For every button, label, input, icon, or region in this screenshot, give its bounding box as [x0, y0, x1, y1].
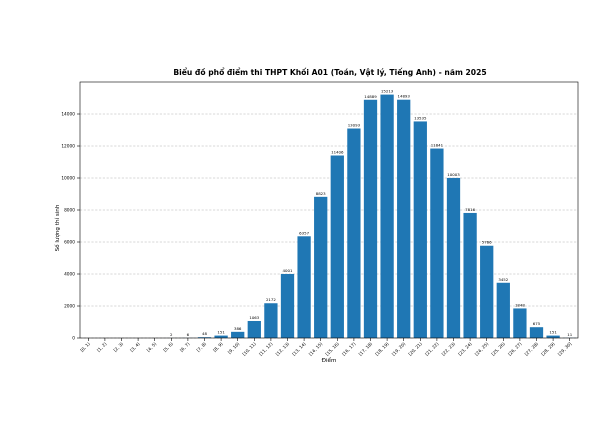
- bar-value-label: 11406: [331, 150, 344, 155]
- bar-value-label: 1848: [515, 302, 525, 307]
- y-tick-label: 10000: [61, 176, 75, 182]
- x-tick-label: [20, 21): [407, 341, 424, 358]
- bar-value-label: 8823: [316, 191, 326, 196]
- bar-value-label: 151: [217, 330, 225, 335]
- bar: [480, 245, 494, 338]
- bar: [430, 148, 444, 338]
- chart-title: Biểu đồ phổ điểm thi THPT Khối A01 (Toán…: [173, 68, 486, 77]
- bar: [529, 327, 544, 338]
- y-tick-label: 12000: [61, 144, 75, 150]
- x-tick-label: [12, 13): [275, 341, 292, 358]
- x-tick-label: [15, 16): [324, 341, 341, 358]
- bar-value-label: 10003: [447, 172, 460, 177]
- x-tick-label: [25, 26): [490, 341, 507, 358]
- x-tick-label: [27, 28): [524, 341, 541, 358]
- bar-value-label: 4001: [283, 268, 293, 273]
- x-tick-label: [14, 15): [308, 341, 325, 358]
- bar-value-label: 1063: [249, 315, 259, 320]
- bar: [314, 196, 328, 338]
- x-tick-label: [21, 22): [424, 341, 441, 358]
- x-tick-label: [23, 24): [457, 341, 474, 358]
- plot-frame: [79, 81, 579, 339]
- bar: [546, 335, 560, 338]
- bar-value-label: 675: [533, 321, 541, 326]
- x-tick-label: [11, 12): [258, 341, 275, 358]
- x-tick-label: [26, 27): [507, 341, 524, 358]
- y-tick-label: 2000: [64, 304, 75, 310]
- bar-value-label: 2: [170, 332, 173, 337]
- bar-value-label: 7816: [465, 207, 475, 212]
- y-tick-label: 14000: [61, 112, 75, 118]
- x-tick-label: [10, 11): [241, 341, 258, 358]
- bar-value-label: 11841: [431, 143, 444, 148]
- y-tick-label: 8000: [64, 208, 75, 214]
- bar: [380, 94, 394, 338]
- x-tick-label: [7, 8): [195, 341, 208, 354]
- bar: [297, 236, 311, 338]
- x-tick-label: [17, 18): [358, 341, 375, 358]
- bar: [214, 335, 228, 338]
- bar: [413, 121, 427, 338]
- x-tick-label: [22, 23): [441, 341, 458, 358]
- x-tick-label: [3, 4): [129, 341, 142, 354]
- x-tick-label: [24, 25): [474, 341, 491, 358]
- x-tick-label: [6, 7): [179, 341, 192, 354]
- bar: [397, 99, 411, 338]
- x-tick-label: [4, 5): [146, 341, 159, 354]
- bar: [231, 331, 245, 338]
- bar: [496, 282, 510, 338]
- x-tick-label: [0, 1): [79, 341, 92, 354]
- bar-value-label: 6357: [299, 230, 309, 235]
- x-tick-label: [28, 29): [540, 341, 557, 358]
- x-tick-label: [19, 20): [391, 341, 408, 358]
- bar-value-label: 386: [234, 326, 242, 331]
- x-tick-label: [29, 30]: [557, 341, 574, 358]
- bar: [347, 128, 361, 338]
- bar: [513, 308, 527, 338]
- x-axis-label: Điểm: [322, 357, 337, 364]
- bar-value-label: 2172: [266, 297, 276, 302]
- x-tick-label: [5, 6): [162, 341, 175, 354]
- bar-value-label: 13093: [348, 123, 361, 128]
- bar-value-label: 14889: [364, 94, 377, 99]
- bar: [247, 320, 261, 338]
- x-tick-label: [13, 14): [291, 341, 308, 358]
- y-tick-label: 4000: [64, 272, 75, 278]
- y-tick-label: 6000: [64, 240, 75, 246]
- bar-value-label: 151: [549, 330, 557, 335]
- x-tick-label: [16, 17): [341, 341, 358, 358]
- bar-value-label: 48: [202, 331, 207, 336]
- y-axis-label: Số lượng thí sinh: [54, 204, 61, 251]
- bar-value-label: 15213: [381, 89, 394, 94]
- y-tick-label: 0: [72, 336, 75, 342]
- x-tick-label: [1, 2): [96, 341, 109, 354]
- bar-value-label: 13535: [414, 115, 427, 120]
- x-tick-label: [18, 19): [374, 341, 391, 358]
- bar: [197, 337, 212, 338]
- bar: [463, 212, 477, 338]
- bar: [280, 273, 295, 338]
- bar-value-label: 6: [187, 332, 190, 337]
- bar-value-label: 5766: [482, 240, 492, 245]
- bar: [330, 155, 344, 338]
- x-tick-label: [8, 9): [212, 341, 225, 354]
- bar: [446, 177, 461, 338]
- bar: [264, 303, 278, 338]
- bar-value-label: 11: [567, 332, 572, 337]
- bar: [363, 99, 378, 338]
- x-tick-label: [9, 10): [227, 341, 242, 356]
- bar-value-label: 14893: [398, 94, 411, 99]
- bar-value-label: 3452: [498, 277, 508, 282]
- x-tick-label: [2, 3): [112, 341, 125, 354]
